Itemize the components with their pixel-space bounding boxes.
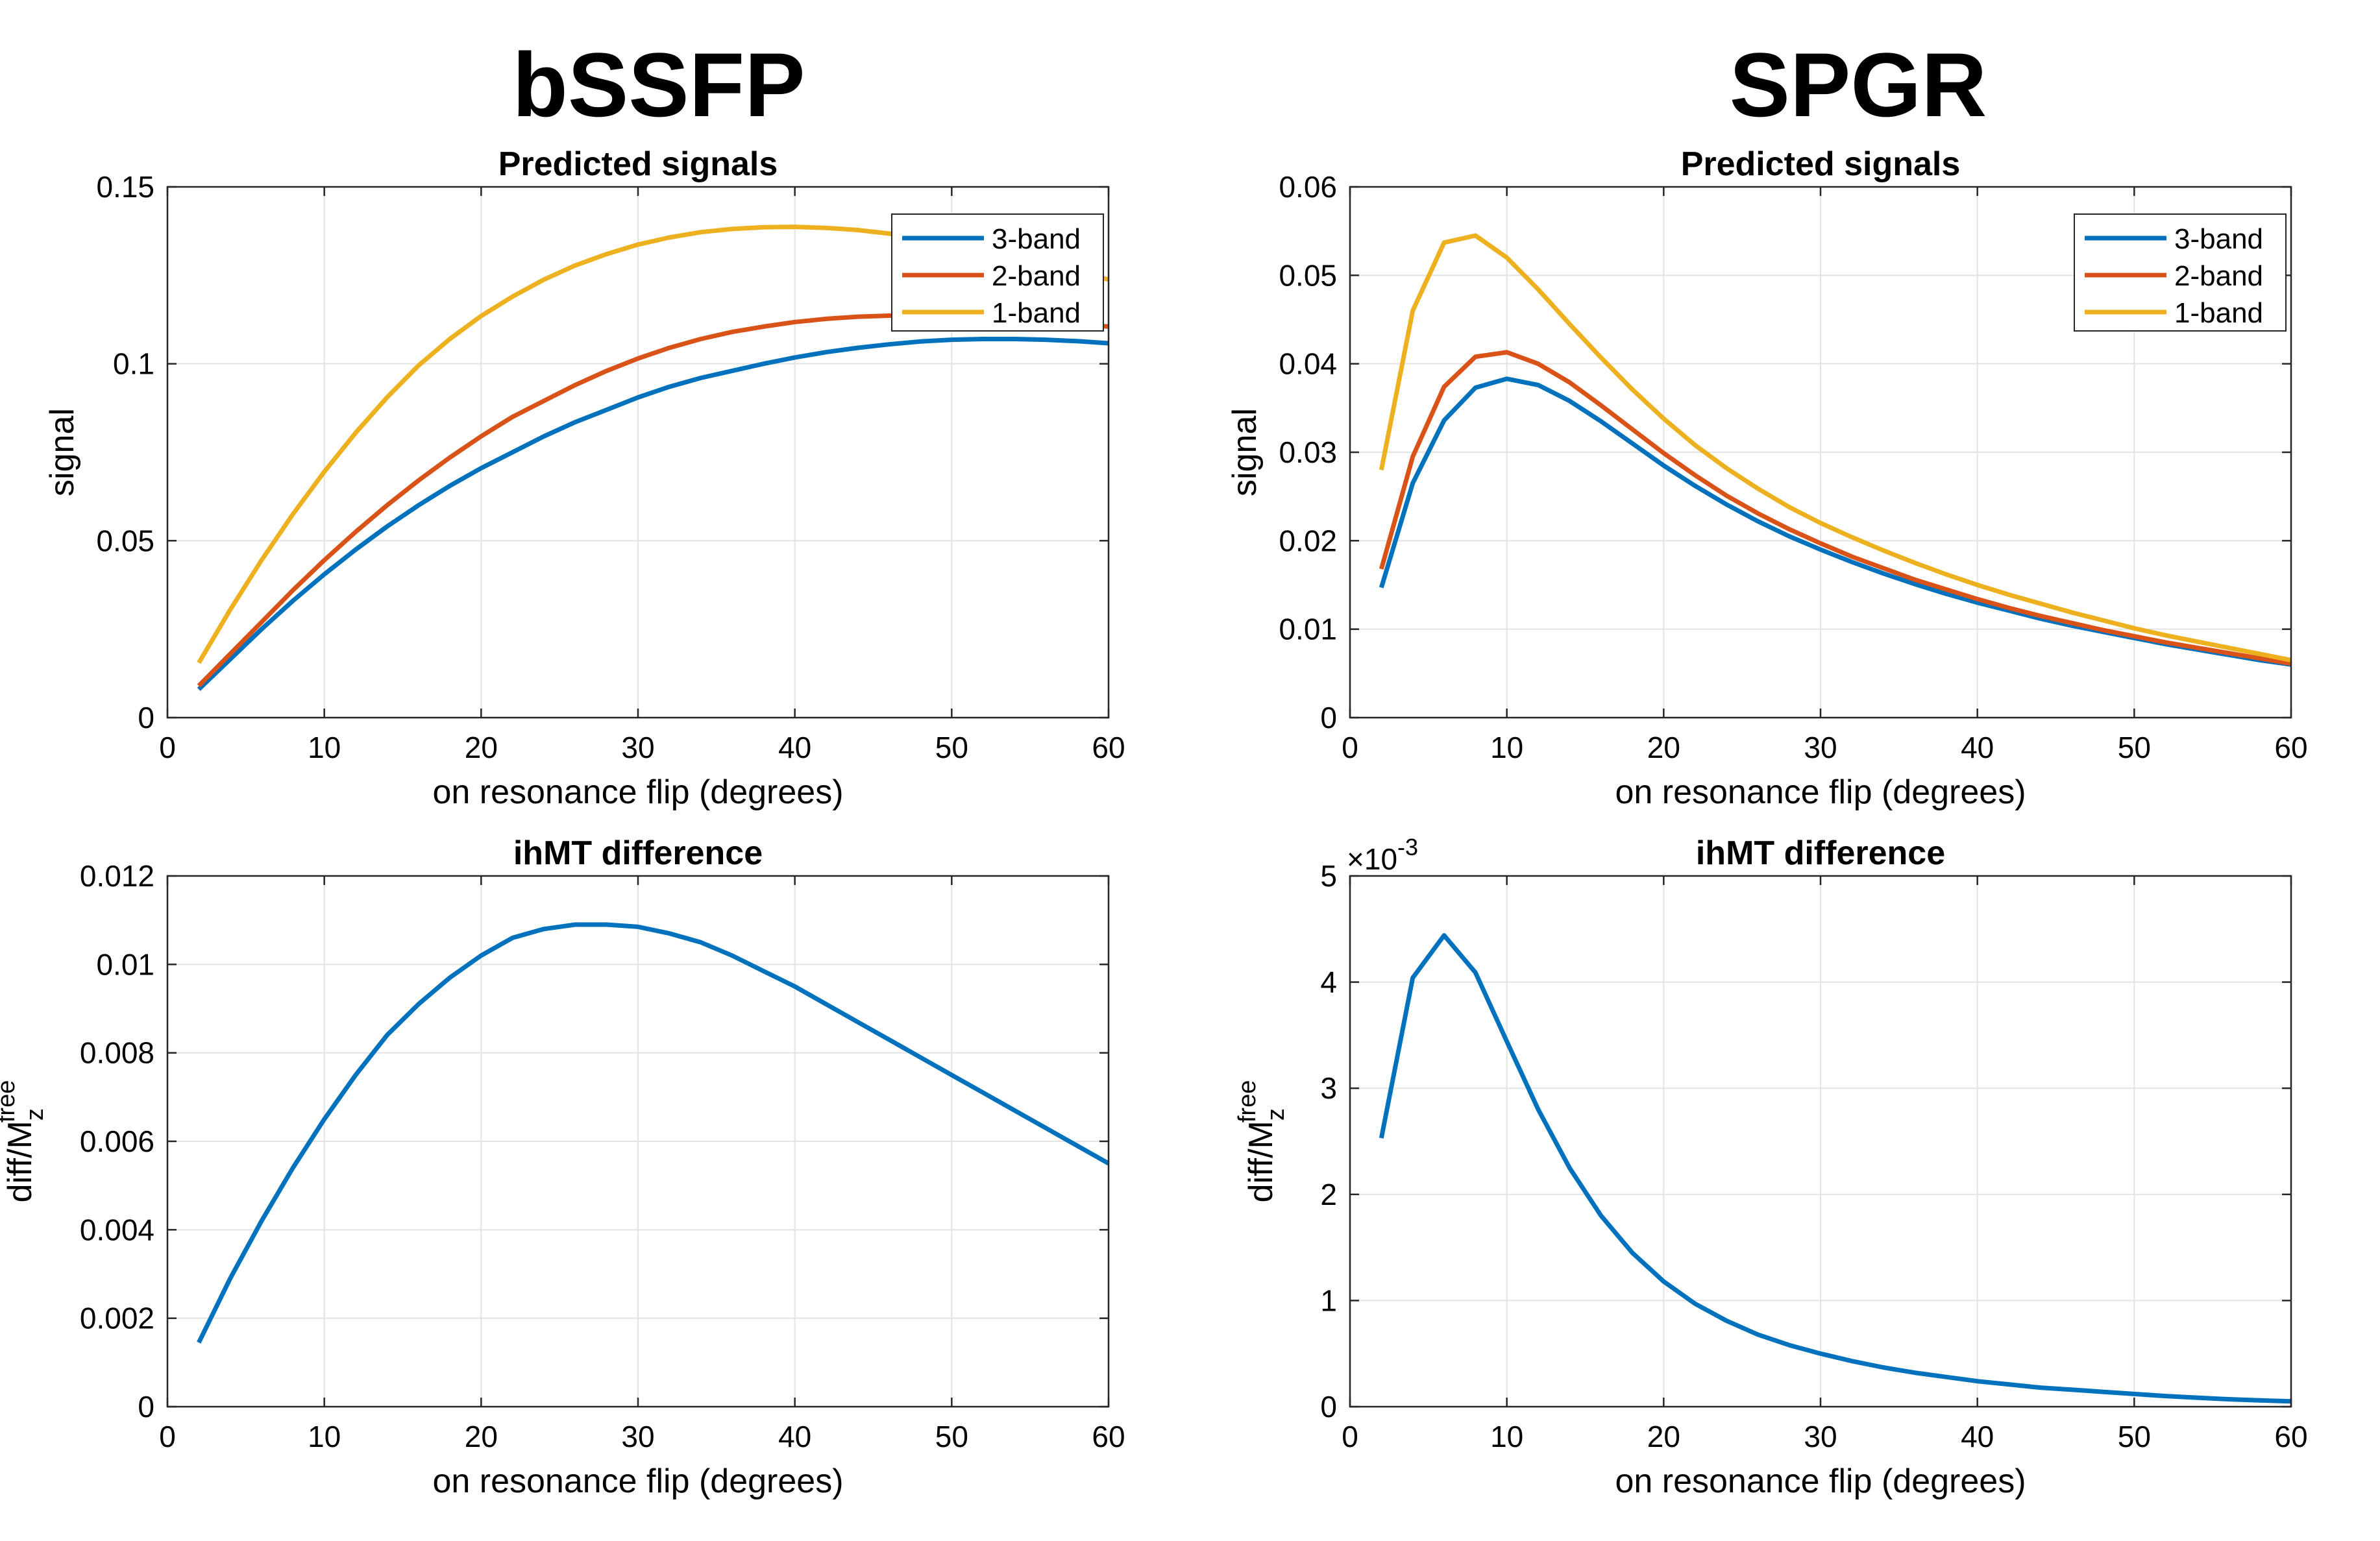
- x-tick-label: 0: [159, 1420, 176, 1453]
- series-line-2-band: [1379, 350, 2292, 666]
- x-tick-label: 20: [1647, 1420, 1680, 1453]
- x-tick-label: 50: [935, 731, 968, 764]
- x-tick-label: 20: [1647, 731, 1680, 764]
- legend-label-2-band: 2-band: [2174, 260, 2263, 292]
- y-axis-label: diff/Mzfree: [0, 1080, 49, 1203]
- x-tick-label: 30: [1804, 1420, 1837, 1453]
- x-tick-label: 40: [778, 1420, 811, 1453]
- y-axis-label: signal: [43, 408, 81, 496]
- y-tick-label: 0.012: [80, 859, 154, 893]
- x-tick-label: 60: [1092, 1420, 1125, 1453]
- x-tick-label: 30: [621, 731, 654, 764]
- x-tick-label: 10: [308, 1420, 341, 1453]
- x-tick-label: 10: [308, 731, 341, 764]
- y-tick-label: 0.05: [96, 524, 154, 557]
- y-axis-label: signal: [1226, 408, 1264, 496]
- y-tick-label: 0.1: [113, 347, 154, 381]
- y-axis-label-sub: z: [21, 1108, 49, 1121]
- y-axis-label-sup: free: [0, 1080, 20, 1122]
- y-axis-label-main: diff/M: [1, 1121, 39, 1202]
- y-axis-label: diff/Mzfree: [1234, 1080, 1290, 1203]
- chart-title: Predicted signals: [498, 145, 778, 183]
- y-tick-label: 2: [1320, 1178, 1337, 1211]
- x-tick-label: 50: [935, 1420, 968, 1453]
- x-tick-label: 10: [1490, 1420, 1523, 1453]
- x-tick-label: 0: [1342, 1420, 1358, 1453]
- y-tick-label: 0.05: [1279, 258, 1337, 292]
- y-axis-label-sup: free: [1234, 1080, 1261, 1122]
- y-tick-label: 0.008: [80, 1036, 154, 1070]
- x-tick-label: 60: [1092, 731, 1125, 764]
- x-tick-label: 0: [159, 731, 176, 764]
- axis-multiplier-exponent: -3: [1397, 834, 1418, 860]
- y-tick-label: 4: [1320, 965, 1337, 999]
- x-tick-label: 50: [2118, 731, 2151, 764]
- x-tick-label: 0: [1342, 731, 1358, 764]
- y-tick-label: 0.01: [96, 947, 154, 981]
- chart-title: Predicted signals: [1681, 145, 1961, 183]
- y-tick-label: 1: [1320, 1283, 1337, 1317]
- legend: 3-band 2-band 1-band: [891, 213, 1104, 332]
- bssfp-column-title: bSSFP: [512, 34, 805, 136]
- x-tick-label: 10: [1490, 731, 1523, 764]
- x-axis-label: on resonance flip (degrees): [1615, 1462, 2026, 1500]
- spgr-ihmt-chart: 0 10 20 30 40 50 60 0 1 2 3 4 5 ihMT difference on res…: [1234, 834, 2308, 1500]
- legend-label-2-band: 2-band: [992, 260, 1081, 292]
- spgr-signals-chart: 0 10 20 30 40 50 60 0 0.01 0.02 0.03 0.04 0.05 0.06 Pr…: [1226, 145, 2308, 811]
- x-tick-label: 60: [2274, 1420, 2307, 1453]
- y-tick-label: 0.006: [80, 1124, 154, 1158]
- y-tick-label: 0: [1320, 701, 1337, 734]
- legend-label-1-band: 1-band: [2174, 297, 2263, 329]
- series-line-ihmt-difference: [197, 922, 1110, 1344]
- y-axis-label-sub: z: [1262, 1108, 1290, 1121]
- x-axis-label: on resonance flip (degrees): [1615, 773, 2026, 811]
- y-tick-label: 0.03: [1279, 435, 1337, 469]
- x-tick-label: 50: [2118, 1420, 2151, 1453]
- chart-title: ihMT difference: [513, 834, 763, 872]
- legend-label-1-band: 1-band: [992, 297, 1081, 329]
- y-axis-label-main: diff/M: [1242, 1121, 1280, 1202]
- bssfp-signals-chart: 0 10 20 30 40 50 60 0 0.05 0.1 0.15 Predicted signa…: [43, 145, 1125, 811]
- x-tick-label: 60: [2274, 731, 2307, 764]
- x-tick-label: 40: [778, 731, 811, 764]
- series-line-1-band: [1379, 233, 2292, 662]
- x-tick-label: 30: [1804, 731, 1837, 764]
- y-tick-label: 0: [1320, 1390, 1337, 1424]
- y-tick-label: 5: [1320, 859, 1337, 893]
- x-tick-label: 20: [465, 731, 498, 764]
- x-tick-label: 30: [621, 1420, 654, 1453]
- legend-label-3-band: 3-band: [2174, 223, 2263, 255]
- legend: 3-band 2-band 1-band: [2074, 213, 2287, 332]
- x-tick-label: 40: [1961, 731, 1994, 764]
- x-tick-label: 40: [1961, 1420, 1994, 1453]
- y-tick-label: 0.04: [1279, 347, 1337, 381]
- y-tick-label: 0.004: [80, 1213, 154, 1246]
- series-line-ihmt-difference: [1379, 933, 2292, 1404]
- legend-label-3-band: 3-band: [992, 223, 1081, 255]
- y-tick-label: 0.15: [96, 170, 154, 204]
- series-line-3-band: [197, 337, 1109, 691]
- x-tick-label: 20: [465, 1420, 498, 1453]
- axis-multiplier: ×10-3: [1347, 834, 1418, 876]
- bssfp-ihmt-chart: 0 10 20 30 40 50 60 0 0.002 0.004 0.006 0.008 0.01 0.…: [0, 834, 1125, 1500]
- x-axis-label: on resonance flip (degrees): [432, 1462, 843, 1500]
- spgr-column-title: SPGR: [1729, 34, 1987, 136]
- y-tick-label: 3: [1320, 1071, 1337, 1105]
- x-axis-label: on resonance flip (degrees): [432, 773, 843, 811]
- y-tick-label: 0.06: [1279, 170, 1337, 204]
- y-tick-label: 0: [138, 701, 154, 734]
- y-tick-label: 0.02: [1279, 524, 1337, 557]
- y-tick-label: 0.002: [80, 1302, 154, 1335]
- y-tick-label: 0.01: [1279, 613, 1337, 646]
- axis-multiplier-base: ×10: [1347, 842, 1397, 876]
- chart-title: ihMT difference: [1696, 834, 1945, 872]
- y-tick-label: 0: [138, 1390, 154, 1424]
